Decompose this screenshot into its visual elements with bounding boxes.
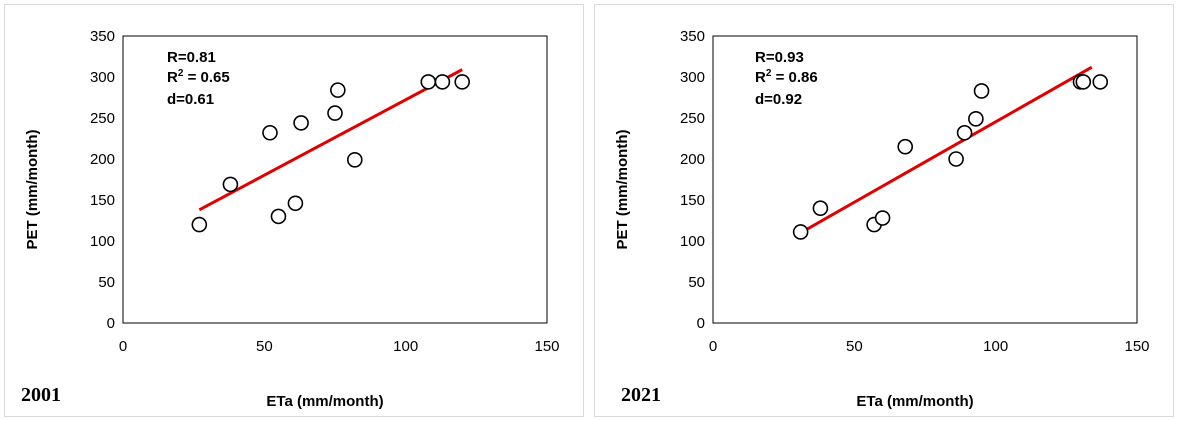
data-point bbox=[973, 83, 990, 99]
chart-panel-2021: 0 50 100 150 200 250 300 350 0 50 100 150 ETa (mm/mo… bbox=[594, 4, 1174, 417]
y-axis-title: PET (mm/month) bbox=[614, 130, 631, 250]
x-axis-title: ETa (mm/month) bbox=[856, 393, 973, 410]
x-tick-label: 50 bbox=[256, 338, 273, 355]
y-tick-label: 0 bbox=[107, 315, 115, 332]
y-tick-label: 100 bbox=[680, 233, 705, 250]
data-point bbox=[897, 138, 914, 155]
y-tick-label: 50 bbox=[98, 274, 115, 291]
x-tick-label: 0 bbox=[709, 338, 717, 355]
data-point bbox=[956, 124, 973, 141]
data-point bbox=[270, 208, 287, 225]
trendline bbox=[799, 65, 1093, 235]
plot-area bbox=[122, 35, 548, 324]
y-tick-label: 300 bbox=[90, 69, 115, 86]
data-point bbox=[262, 124, 278, 141]
data-point bbox=[792, 224, 809, 240]
year-label: 2021 bbox=[621, 384, 661, 406]
stat-d: d=0.92 bbox=[755, 91, 802, 108]
x-tick-label: 150 bbox=[1124, 338, 1149, 355]
data-point bbox=[346, 152, 363, 168]
trendline bbox=[198, 68, 463, 212]
data-point bbox=[222, 176, 239, 193]
y-tick-label: 250 bbox=[90, 110, 115, 127]
stat-r: R=0.81 bbox=[167, 49, 216, 66]
data-point bbox=[327, 105, 343, 121]
y-tick-label: 350 bbox=[680, 28, 705, 45]
y-axis-title: PET (mm/month) bbox=[24, 130, 41, 250]
data-point bbox=[293, 115, 309, 131]
stat-r: R=0.93 bbox=[755, 49, 804, 66]
data-point bbox=[191, 216, 208, 233]
data-point bbox=[1092, 74, 1109, 90]
x-axis-title: ETa (mm/month) bbox=[266, 393, 383, 410]
x-tick-label: 50 bbox=[846, 338, 863, 355]
y-tick-label: 250 bbox=[680, 110, 705, 127]
y-tick-label: 200 bbox=[680, 151, 705, 168]
x-tick-label: 100 bbox=[393, 338, 418, 355]
data-point bbox=[287, 195, 304, 212]
x-tick-label: 150 bbox=[534, 338, 559, 355]
data-point bbox=[948, 151, 964, 167]
scatter-chart-2021: 0 50 100 150 200 250 300 350 0 50 100 150 ETa (mm/mo… bbox=[614, 28, 1150, 410]
y-tick-label: 200 bbox=[90, 151, 115, 168]
y-tick-label: 100 bbox=[90, 233, 115, 250]
y-tick-label: 350 bbox=[90, 28, 115, 45]
data-point bbox=[874, 210, 891, 226]
data-point bbox=[1075, 74, 1092, 90]
y-tick-label: 150 bbox=[680, 192, 705, 209]
x-tick-label: 0 bbox=[119, 338, 127, 355]
data-point bbox=[812, 200, 829, 216]
data-point bbox=[420, 74, 437, 90]
plot-area bbox=[712, 35, 1138, 324]
scatter-chart-2001: 0 50 100 150 200 250 300 350 0 50 100 150 ETa (mm/mo… bbox=[21, 28, 560, 410]
data-point bbox=[454, 74, 471, 90]
chart-panel-2001: 0 50 100 150 200 250 300 350 0 50 100 150 ETa (mm/mo… bbox=[4, 4, 584, 417]
y-tick-label: 50 bbox=[688, 274, 705, 291]
stat-r2: R2 = 0.86 bbox=[755, 68, 818, 86]
y-tick-label: 150 bbox=[90, 192, 115, 209]
stat-r2: R2 = 0.65 bbox=[167, 68, 230, 86]
data-point bbox=[434, 74, 451, 90]
y-tick-label: 300 bbox=[680, 69, 705, 86]
data-point bbox=[968, 111, 984, 127]
data-point bbox=[330, 82, 346, 98]
stat-d: d=0.61 bbox=[167, 91, 214, 108]
x-tick-label: 100 bbox=[983, 338, 1008, 355]
y-tick-label: 0 bbox=[697, 315, 705, 332]
year-label: 2001 bbox=[21, 384, 61, 406]
